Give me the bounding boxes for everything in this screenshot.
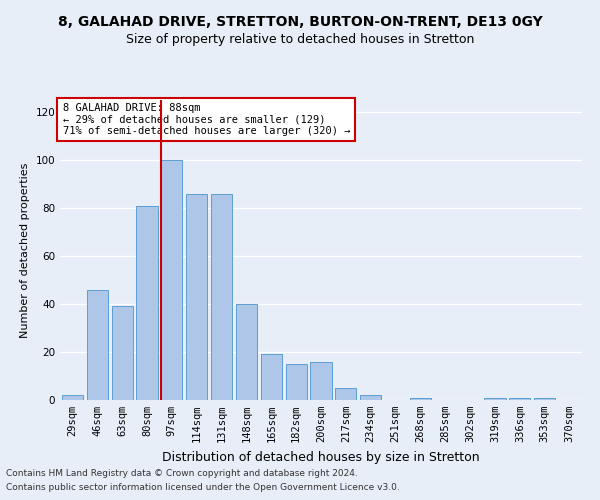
Text: Contains HM Land Registry data © Crown copyright and database right 2024.: Contains HM Land Registry data © Crown c… [6,468,358,477]
Bar [286,364,307,400]
Bar [484,398,506,400]
Text: 8 GALAHAD DRIVE: 88sqm
← 29% of detached houses are smaller (129)
71% of semi-de: 8 GALAHAD DRIVE: 88sqm ← 29% of detached… [62,103,350,136]
Bar [136,206,158,400]
Bar [62,395,83,400]
Text: Size of property relative to detached houses in Stretton: Size of property relative to detached ho… [126,32,474,46]
Bar [310,362,332,400]
Bar [509,398,530,400]
Bar [261,354,282,400]
Bar [410,398,431,400]
Y-axis label: Number of detached properties: Number of detached properties [20,162,30,338]
Bar [236,304,257,400]
Bar [186,194,207,400]
Bar [112,306,133,400]
Bar [161,160,182,400]
Text: Contains public sector information licensed under the Open Government Licence v3: Contains public sector information licen… [6,484,400,492]
Bar [211,194,232,400]
Bar [87,290,108,400]
Bar [335,388,356,400]
Text: 8, GALAHAD DRIVE, STRETTON, BURTON-ON-TRENT, DE13 0GY: 8, GALAHAD DRIVE, STRETTON, BURTON-ON-TR… [58,15,542,29]
Bar [534,398,555,400]
Bar [360,395,381,400]
X-axis label: Distribution of detached houses by size in Stretton: Distribution of detached houses by size … [162,450,480,464]
